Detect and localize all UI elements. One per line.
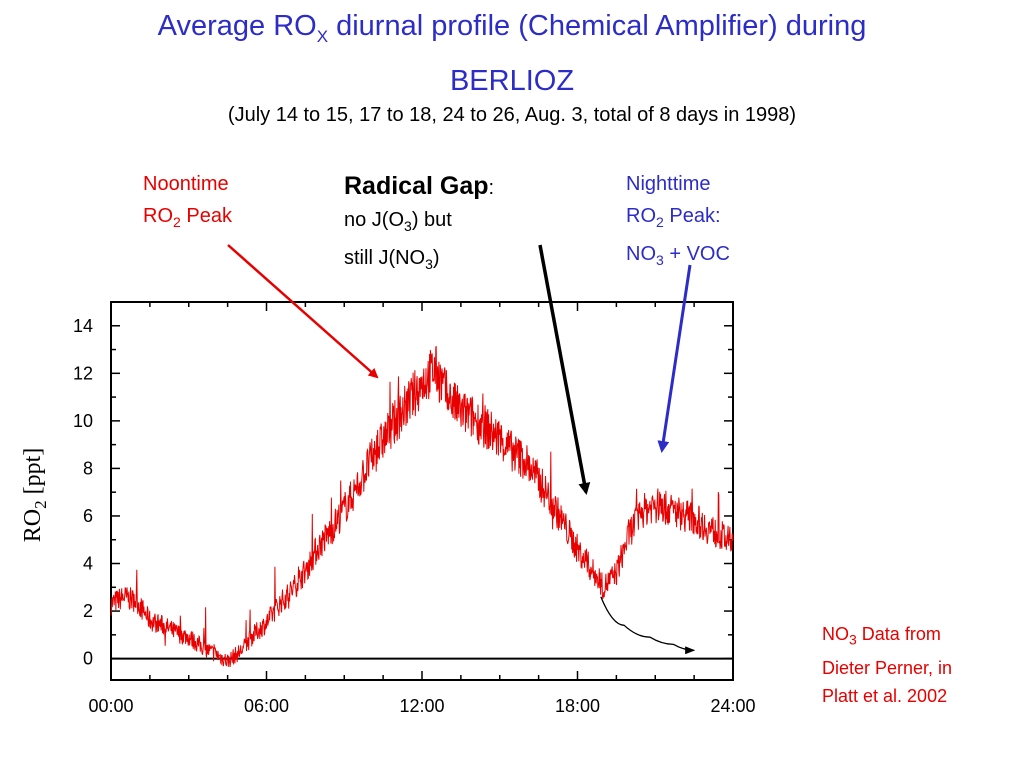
y-tick-label: 6 bbox=[83, 506, 93, 526]
ro2-series-line bbox=[110, 345, 734, 667]
noon-annotation: Noontime RO2 Peak bbox=[143, 168, 232, 238]
night-line2-pre: RO bbox=[626, 205, 656, 227]
night-line1: Nighttime bbox=[626, 173, 711, 195]
x-tick-label: 00:00 bbox=[88, 696, 133, 716]
plot-frame bbox=[110, 301, 734, 681]
series-layer bbox=[110, 345, 734, 667]
title-text-pre: Average RO bbox=[157, 10, 317, 42]
y-tick-label: 10 bbox=[73, 411, 93, 431]
gap-colon: : bbox=[488, 177, 495, 199]
noon-line2-pre: RO bbox=[143, 205, 173, 227]
noon-line1: Noontime bbox=[143, 173, 229, 195]
gap-line3-sub: 3 bbox=[425, 256, 433, 272]
slide-subtitle: (July 14 to 15, 17 to 18, 24 to 26, Aug.… bbox=[227, 104, 797, 126]
annotation-arrows bbox=[227, 244, 692, 495]
gap-line3-post: ) bbox=[432, 247, 440, 269]
gap-annotation: Radical Gap: no J(O3) but still J(NO3) bbox=[344, 170, 494, 280]
y-axis-label: RO2 [ppt] bbox=[20, 448, 50, 543]
x-tick-label: 24:00 bbox=[710, 696, 755, 716]
night-line2-sub: 2 bbox=[656, 214, 664, 230]
title-text-post: diurnal profile (Chemical Amplifier) dur… bbox=[328, 10, 867, 42]
x-tick-label: 12:00 bbox=[399, 696, 444, 716]
title-line2: BERLIOZ bbox=[449, 64, 575, 97]
y-tick-label: 4 bbox=[83, 554, 93, 574]
night-line3-post: + VOC bbox=[663, 243, 730, 265]
slide-title: Average ROX diurnal profile (Chemical Am… bbox=[40, 4, 984, 103]
noon-line2-sub: 2 bbox=[173, 214, 181, 230]
source-line3: Platt et al. 2002 bbox=[822, 685, 948, 706]
y-tick-label: 2 bbox=[83, 601, 93, 621]
source-line1-pre: NO bbox=[822, 624, 849, 644]
x-tick-label: 06:00 bbox=[244, 696, 289, 716]
source-line2: Dieter Perner, in bbox=[822, 657, 953, 678]
gap-title: Radical Gap bbox=[344, 172, 489, 200]
source-line1-sub: 3 bbox=[849, 631, 857, 648]
night-line3-pre: NO bbox=[626, 243, 656, 265]
x-tick-label: 18:00 bbox=[555, 696, 600, 716]
source-note: NO3 Data from Dieter Perner, in Platt et… bbox=[822, 620, 952, 710]
noon-line2-post: Peak bbox=[180, 205, 232, 227]
gap-line3-pre: still J(NO bbox=[344, 247, 426, 269]
gap-arrow bbox=[538, 244, 591, 495]
y-tick-label: 14 bbox=[73, 316, 93, 336]
y-tick-label: 12 bbox=[73, 363, 93, 383]
night-line3-sub: 3 bbox=[656, 252, 664, 268]
chart-axes: 00:00 06:00 12:00 18:00 24:00 0 2 4 6 8 10 12 14 bbox=[73, 301, 756, 716]
title-subscript: X bbox=[316, 26, 329, 46]
night-arrow bbox=[657, 264, 692, 453]
gap-line2-post: ) but bbox=[411, 209, 452, 231]
source-line1-post: Data from bbox=[856, 624, 941, 644]
gap-line2-pre: no J(O bbox=[344, 209, 405, 231]
gap-line2-sub: 3 bbox=[404, 218, 412, 234]
y-tick-label: 0 bbox=[83, 649, 93, 669]
noon-arrow bbox=[227, 244, 379, 379]
y-tick-label: 8 bbox=[83, 458, 93, 478]
night-line2-post: Peak: bbox=[663, 205, 721, 227]
night-annotation: Nighttime RO2 Peak: NO3 + VOC bbox=[626, 168, 730, 276]
no3-decay-curve bbox=[600, 596, 696, 655]
